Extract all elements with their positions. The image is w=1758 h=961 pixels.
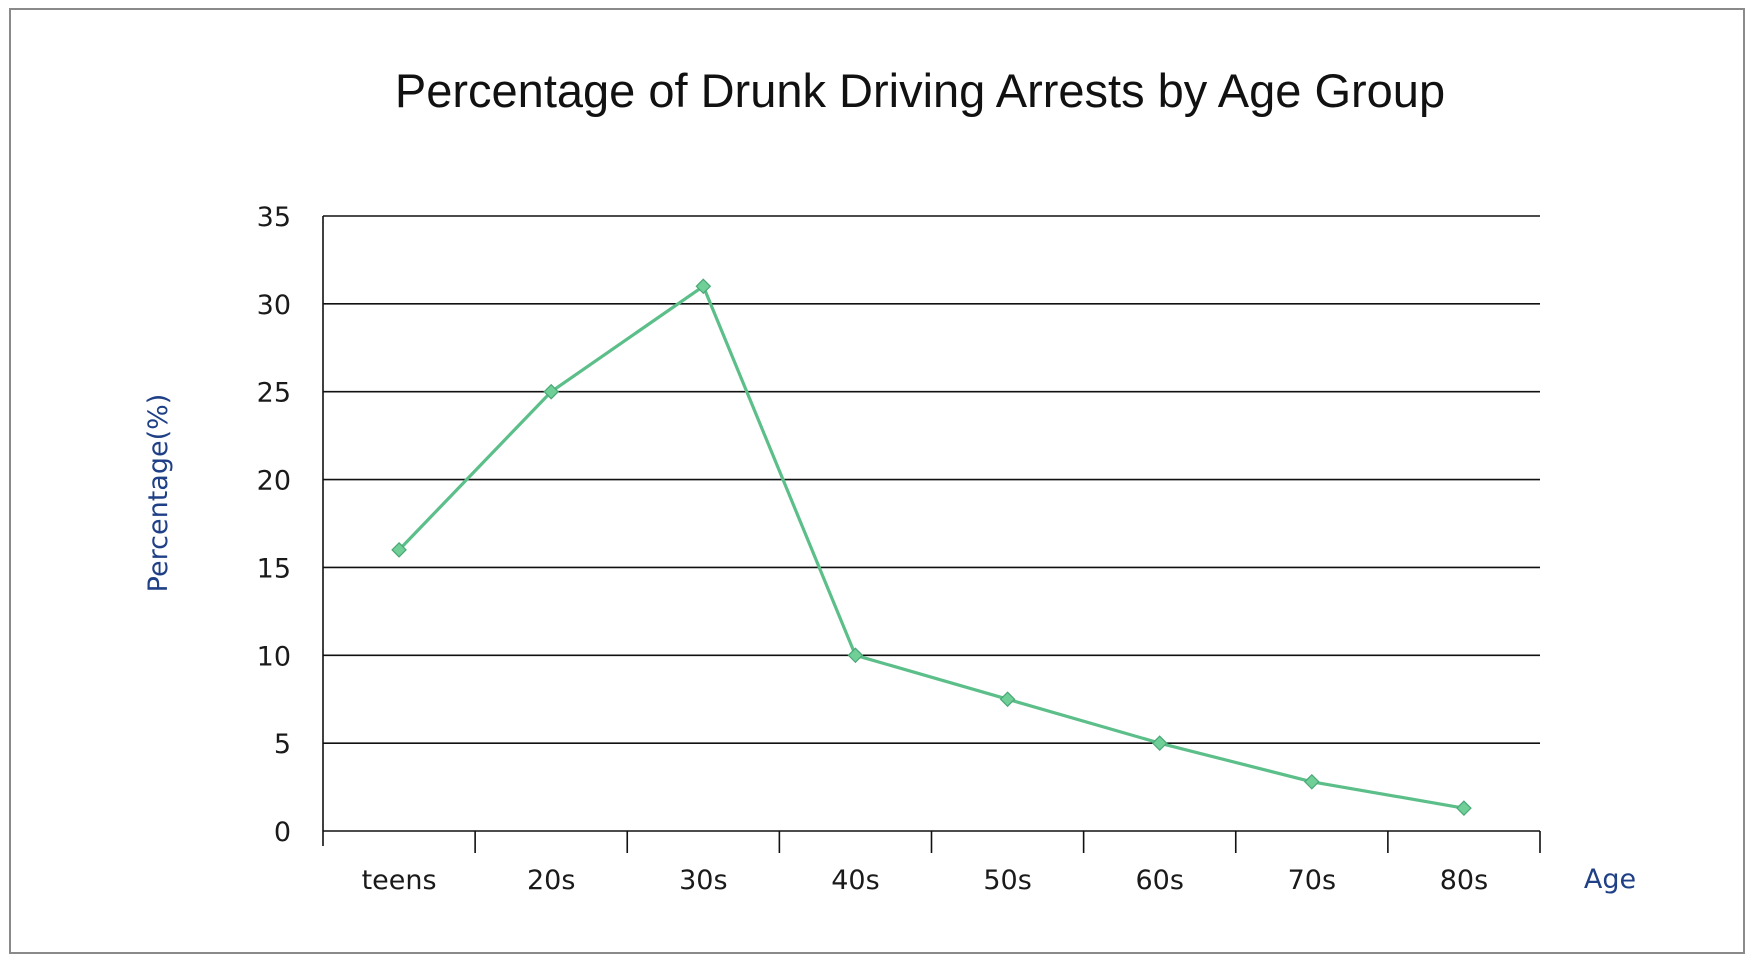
- y-tick-label: 0: [274, 817, 291, 848]
- x-tick-label: 40s: [831, 865, 879, 896]
- y-tick-label: 15: [257, 553, 291, 584]
- x-axis-label: Age: [1584, 864, 1636, 895]
- chart-title: Percentage of Drunk Driving Arrests by A…: [395, 64, 1445, 117]
- x-tick-label: 50s: [983, 865, 1031, 896]
- y-tick-label: 35: [257, 202, 291, 233]
- x-axis: [322, 216, 1541, 853]
- data-point-marker: [1151, 735, 1168, 751]
- y-tick-label: 5: [274, 729, 291, 760]
- gridlines: [323, 215, 1540, 744]
- x-axis-ticks: teens 20s 30s 40s 50s 60s 70s 80s: [362, 865, 1489, 896]
- y-tick-label: 20: [257, 466, 291, 497]
- data-point-marker: [1303, 773, 1320, 790]
- data-point-marker: [543, 383, 560, 400]
- data-point-marker: [391, 542, 407, 558]
- data-point-marker: [999, 691, 1016, 708]
- data-point-marker: [847, 647, 864, 664]
- data-point-marker: [1456, 800, 1472, 817]
- y-tick-label: 25: [257, 378, 291, 409]
- x-tick-label: 70s: [1288, 865, 1336, 896]
- y-axis-ticks: 0 5 10 15 20 25 30 35: [257, 202, 291, 848]
- series-line: [397, 284, 1465, 810]
- data-point-marker: [695, 278, 712, 295]
- y-axis-label: Percentage(%): [143, 394, 174, 593]
- data-series: [391, 278, 1472, 817]
- y-tick-label: 10: [257, 641, 291, 672]
- x-tick-label: 60s: [1135, 865, 1183, 896]
- x-tick-label: 80s: [1440, 865, 1488, 896]
- x-tick-label: 30s: [679, 865, 727, 896]
- x-tick-label: 20s: [527, 865, 575, 896]
- x-tick-label: teens: [362, 865, 437, 896]
- y-tick-label: 30: [257, 290, 291, 321]
- chart-frame: [9, 8, 1745, 954]
